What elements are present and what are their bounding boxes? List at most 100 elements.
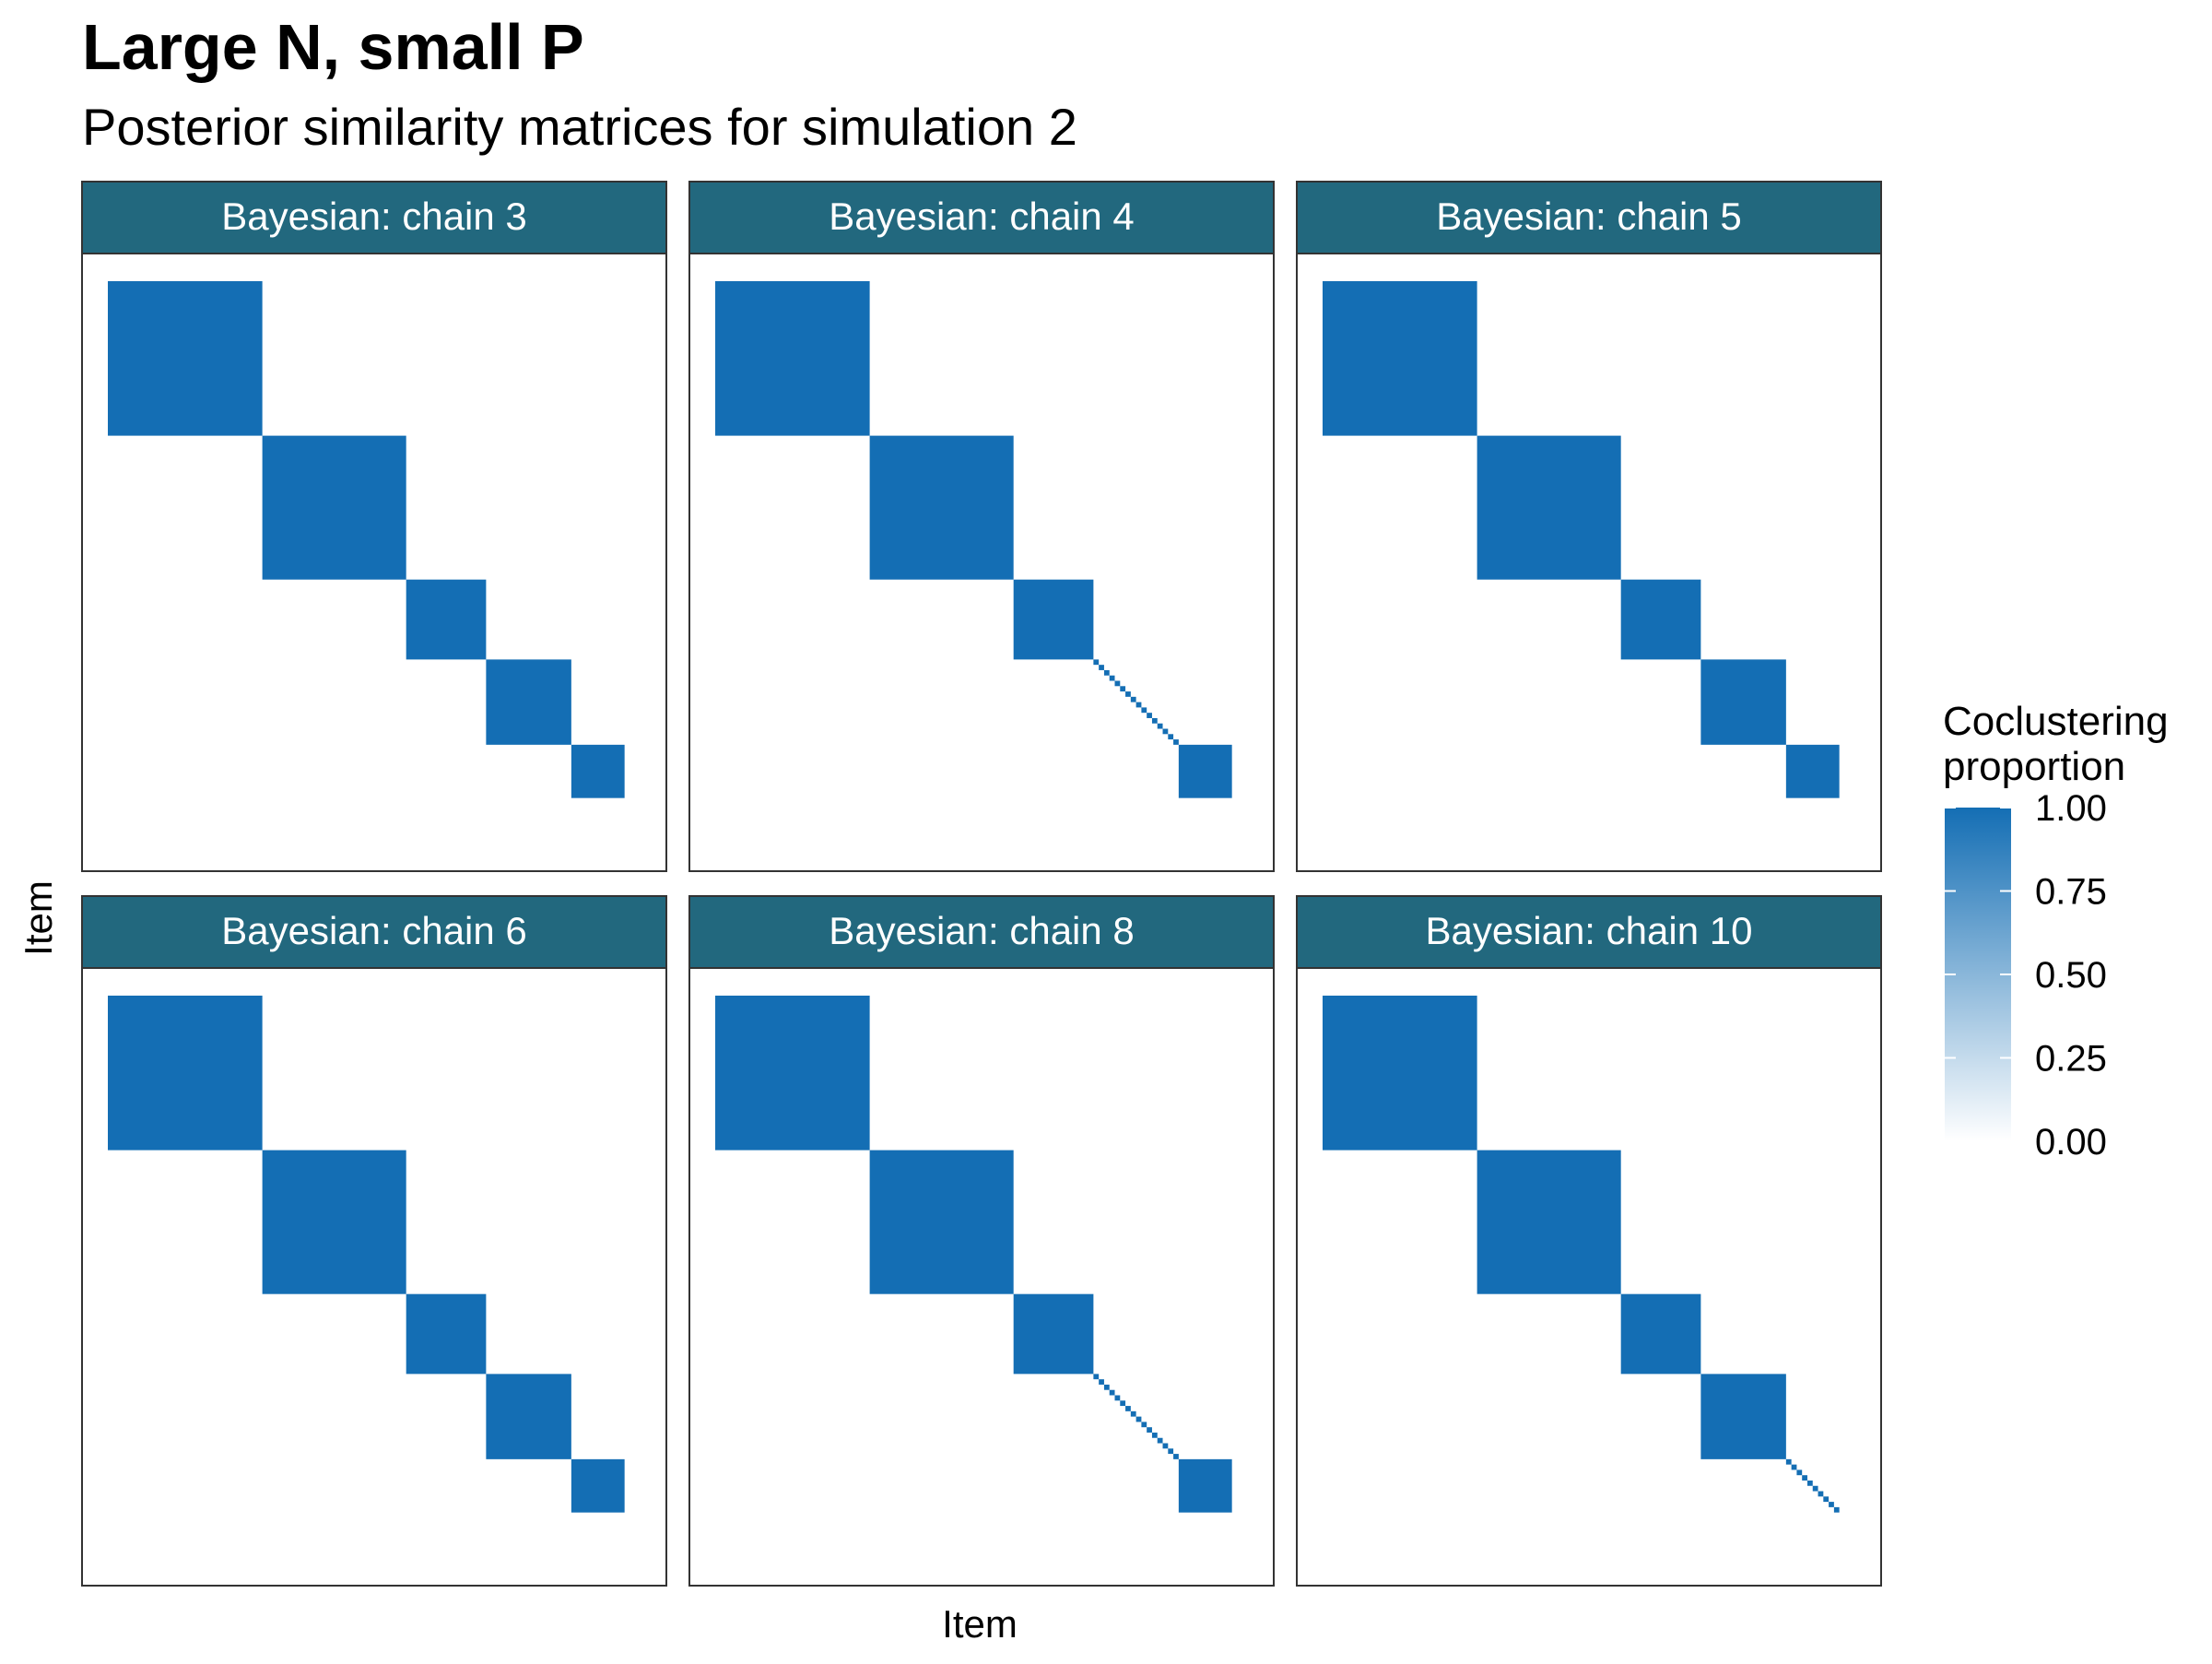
cluster-block (1141, 1422, 1147, 1428)
cluster-block (1168, 1448, 1174, 1455)
chart-title: Large N, small P (82, 11, 584, 83)
cluster-block (1477, 1150, 1621, 1294)
panel-5: Bayesian: chain 8 (688, 895, 1275, 1587)
cluster-block (1103, 669, 1110, 676)
legend-tick-label: 0.25 (2035, 1039, 2107, 1080)
cluster-block (1147, 713, 1152, 718)
cluster-block (1114, 1395, 1121, 1401)
panel-strip-label: Bayesian: chain 5 (1436, 195, 1742, 238)
cluster-block (1109, 1389, 1115, 1396)
cluster-block (1093, 1374, 1100, 1380)
panel-3: Bayesian: chain 5 (1296, 181, 1882, 872)
cluster-block (1103, 1384, 1110, 1390)
panel-strip (688, 181, 1275, 254)
cluster-block (262, 1150, 406, 1294)
cluster-block (406, 1293, 487, 1375)
cluster-block (1109, 675, 1115, 681)
cluster-block (1125, 1406, 1131, 1411)
cluster-block (1114, 680, 1121, 687)
cluster-block (1620, 1293, 1701, 1375)
cluster-block (1125, 691, 1131, 697)
cluster-block (1135, 702, 1142, 708)
cluster-block (1178, 1458, 1232, 1513)
cluster-block (1120, 686, 1126, 692)
cluster-block (1323, 281, 1477, 436)
cluster-block (571, 744, 625, 798)
cluster-block (1323, 996, 1477, 1151)
panel-strip-label: Bayesian: chain 4 (829, 195, 1135, 238)
cluster-block (1620, 579, 1701, 660)
cluster-block (486, 659, 571, 745)
cluster-block (262, 435, 406, 580)
cluster-block (1785, 744, 1840, 798)
cluster-block (1157, 723, 1163, 729)
cluster-block (1162, 1443, 1169, 1449)
cluster-block (1099, 665, 1104, 670)
legend: Coclustering proportion 1.00 0.75 0.50 0.25… (1943, 699, 2169, 1162)
panel-4: Bayesian: chain 6 (81, 895, 667, 1587)
cluster-block (1162, 728, 1169, 735)
cluster-block (1812, 1485, 1818, 1492)
chart-subtitle: Posterior similarity matrices for simula… (82, 98, 1077, 156)
cluster-block (571, 1458, 625, 1513)
cluster-block (1785, 1458, 1792, 1465)
panel-strip-label: Bayesian: chain 8 (829, 909, 1135, 952)
x-axis-label: Item (942, 1602, 1018, 1646)
legend-ticks: 1.00 0.75 0.50 0.25 0.00 (1945, 788, 2107, 1162)
cluster-block (1806, 1480, 1813, 1486)
panel-1: Bayesian: chain 3 (81, 181, 667, 872)
cluster-block (1802, 1475, 1807, 1481)
cluster-block (1147, 1427, 1152, 1433)
panels: Bayesian: chain 3 Bayesian: chain 4 Bayesi… (81, 181, 1882, 1587)
cluster-block (1130, 1410, 1136, 1417)
cluster-block (1477, 435, 1621, 580)
cluster-block (1173, 1454, 1179, 1459)
y-axis-label: Item (17, 880, 60, 956)
cluster-block (715, 281, 870, 436)
legend-title-line2: proportion (1943, 744, 2125, 789)
cluster-block (486, 1374, 571, 1459)
legend-tick-label: 0.75 (2035, 872, 2107, 913)
panel-2: Bayesian: chain 4 (688, 181, 1275, 872)
cluster-block (1151, 717, 1158, 724)
cluster-block (108, 996, 263, 1151)
cluster-block (1151, 1432, 1158, 1438)
cluster-block (1700, 1374, 1786, 1459)
cluster-block (1829, 1502, 1834, 1507)
cluster-block (1099, 1379, 1104, 1385)
panel-6: Bayesian: chain 10 (1296, 895, 1882, 1587)
panel-strip-label: Bayesian: chain 6 (221, 909, 527, 952)
cluster-block (869, 435, 1014, 580)
cluster-block (108, 281, 263, 436)
cluster-block (1823, 1496, 1830, 1503)
cluster-block (1141, 707, 1147, 714)
cluster-block (869, 1150, 1014, 1294)
cluster-block (1120, 1400, 1126, 1407)
panel-strip-label: Bayesian: chain 10 (1426, 909, 1753, 952)
cluster-block (1013, 1293, 1094, 1375)
cluster-block (406, 579, 487, 660)
legend-title-line1: Coclustering (1943, 699, 2169, 744)
cluster-block (1833, 1506, 1840, 1513)
cluster-block (1818, 1491, 1824, 1497)
legend-tick-label: 1.00 (2035, 788, 2107, 829)
panel-strip (81, 181, 667, 254)
cluster-block (1700, 659, 1786, 745)
cluster-block (1791, 1464, 1797, 1470)
cluster-block (1093, 659, 1100, 666)
cluster-block (1157, 1437, 1163, 1444)
cluster-block (1130, 696, 1136, 702)
cluster-block (715, 996, 870, 1151)
legend-tick-label: 0.50 (2035, 955, 2107, 996)
panel-strip (1296, 895, 1882, 969)
cluster-block (1796, 1469, 1803, 1476)
cluster-block (1135, 1416, 1142, 1422)
legend-tick-label: 0.00 (2035, 1122, 2107, 1162)
cluster-block (1168, 734, 1174, 740)
cluster-block (1178, 744, 1232, 798)
cluster-block (1173, 739, 1179, 745)
cluster-block (1013, 579, 1094, 660)
panel-strip-label: Bayesian: chain 3 (221, 195, 527, 238)
